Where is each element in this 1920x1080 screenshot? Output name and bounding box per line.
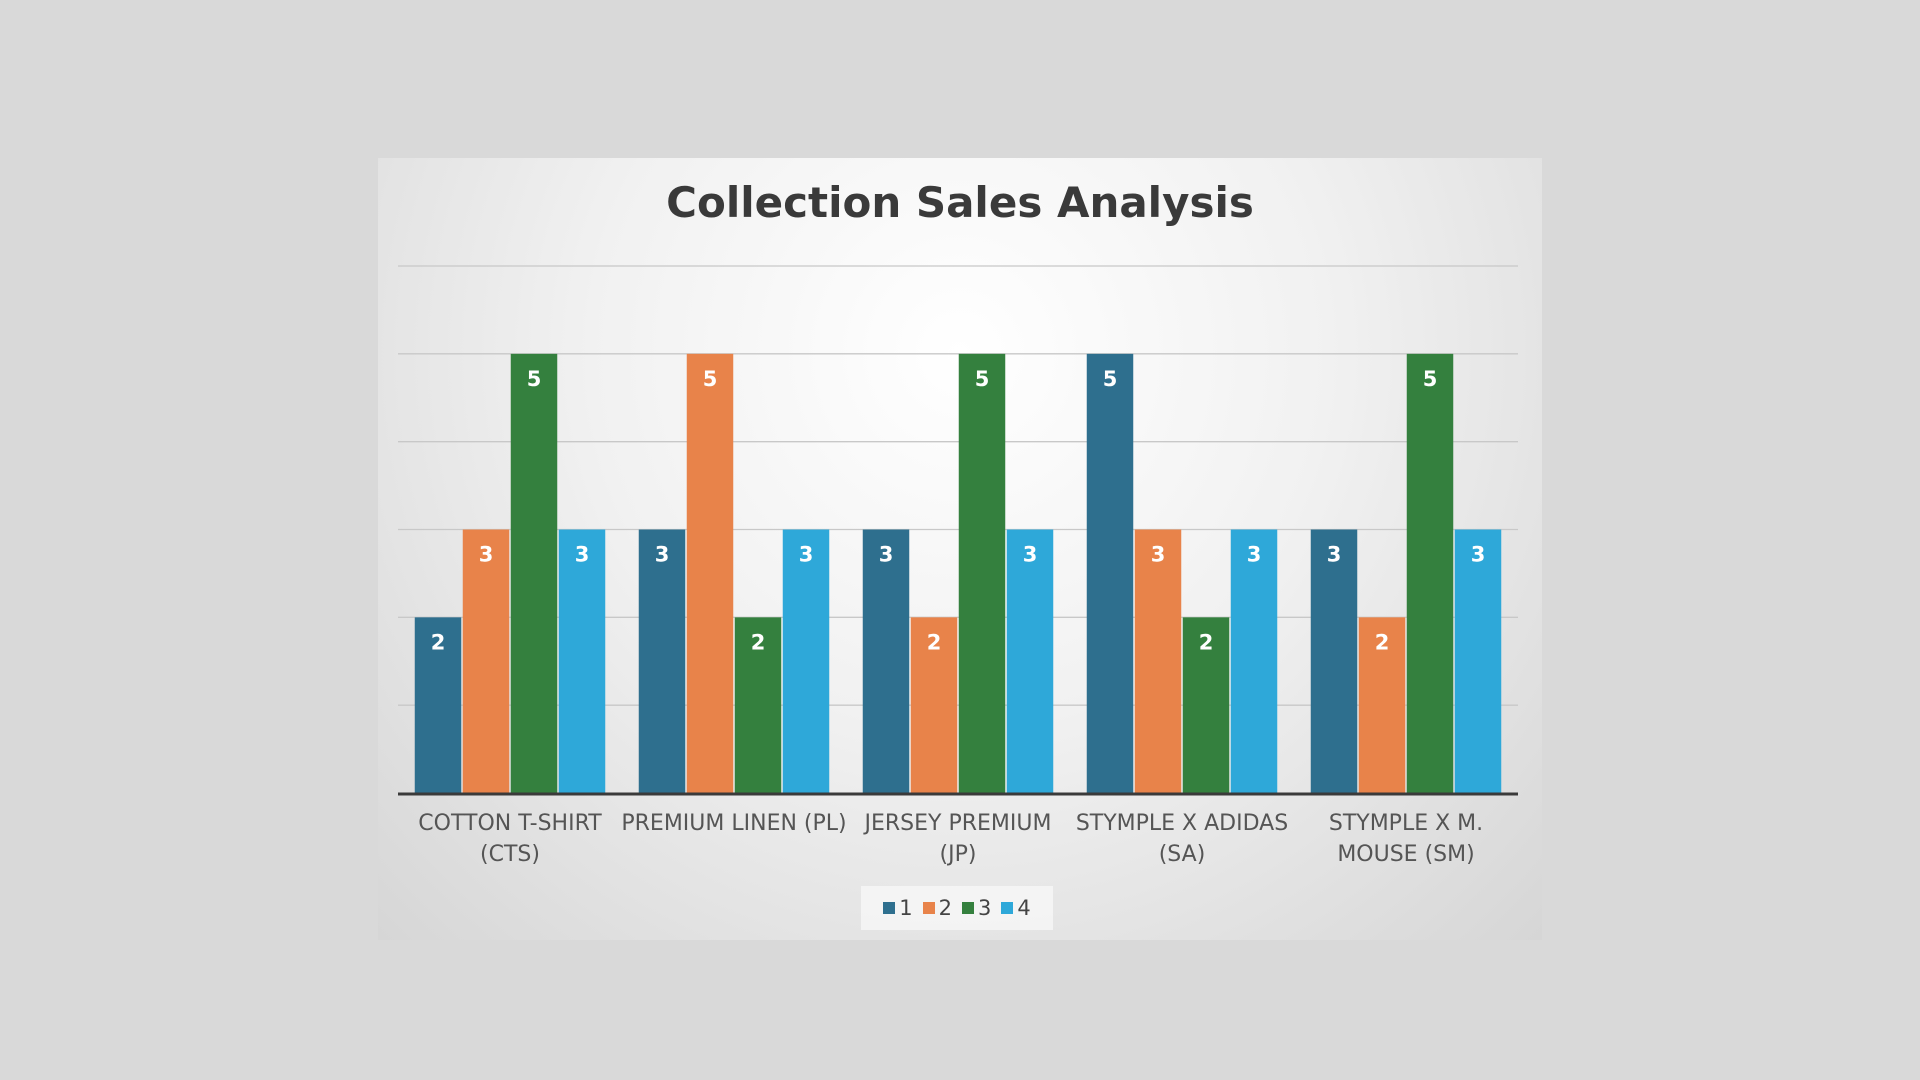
data-label: 2 [1375, 630, 1390, 654]
data-label: 5 [527, 367, 542, 391]
bar-2-cat-1 [686, 353, 734, 793]
data-label: 5 [975, 367, 990, 391]
bar-3-cat-3 [1182, 617, 1230, 793]
bar-1-cat-2 [862, 529, 910, 793]
bar-2-cat-3 [1134, 529, 1182, 793]
x-tick-label: COTTON T-SHIRT (CTS) [418, 811, 602, 867]
data-label: 3 [1151, 543, 1166, 567]
data-label: 3 [1247, 543, 1262, 567]
legend-label: 3 [978, 896, 992, 920]
chart-panel: Collection Sales Analysis 2 3 5 3 COTTON T-S… [378, 158, 1542, 940]
chart-legend: 1 2 3 4 [861, 886, 1053, 930]
data-label: 3 [1023, 543, 1038, 567]
legend-item-1: 1 [883, 896, 913, 920]
bar-3-cat-1 [734, 617, 782, 793]
x-tick-label: STYMPLE X M. MOUSE (SM) [1329, 811, 1483, 867]
data-label: 5 [1103, 367, 1118, 391]
bar-2-cat-2 [910, 617, 958, 793]
bar-3-cat-2 [958, 353, 1006, 793]
legend-swatch [922, 902, 935, 914]
legend-swatch [962, 902, 974, 914]
data-label: 3 [879, 543, 894, 567]
bar-2-cat-0 [462, 529, 510, 793]
data-label: 2 [431, 630, 446, 654]
data-label: 3 [1327, 543, 1342, 567]
bar-1-cat-0 [414, 617, 462, 793]
bar-4-cat-1 [782, 529, 830, 793]
legend-item-2: 2 [922, 896, 952, 920]
legend-label: 2 [938, 896, 952, 920]
data-label: 2 [1199, 630, 1214, 654]
legend-item-3: 3 [962, 896, 991, 920]
plot-area: 2 3 5 3 COTTON T-SHIRT (CTS) 3 5 2 3 PREMIUM LINEN… [398, 265, 1518, 867]
data-label: 3 [655, 543, 670, 567]
x-tick-label: STYMPLE X ADIDAS (SA) [1076, 811, 1288, 867]
x-tick-label: PREMIUM LINEN (PL) [621, 811, 846, 836]
data-label: 2 [927, 630, 942, 654]
legend-label: 4 [1017, 896, 1031, 920]
legend-swatch [883, 902, 896, 914]
data-label: 2 [751, 630, 766, 654]
data-label: 3 [479, 543, 494, 567]
bar-4-cat-3 [1230, 529, 1278, 793]
bar-4-cat-2 [1006, 529, 1054, 793]
bar-2-cat-4 [1358, 617, 1406, 793]
bar-3-cat-4 [1406, 353, 1454, 793]
x-tick-label: JERSEY PREMIUM (JP) [863, 811, 1052, 867]
bar-1-cat-4 [1310, 529, 1358, 793]
data-label: 3 [1471, 543, 1486, 567]
legend-item-4: 4 [1001, 896, 1031, 920]
bar-1-cat-1 [638, 529, 686, 793]
legend-label: 1 [899, 896, 913, 920]
bar-4-cat-0 [558, 529, 606, 793]
bar-1-cat-3 [1086, 353, 1134, 793]
bar-3-cat-0 [510, 353, 558, 793]
data-label: 3 [799, 543, 814, 567]
chart-title: Collection Sales Analysis [666, 178, 1254, 227]
data-label: 5 [1423, 367, 1438, 391]
bar-4-cat-4 [1454, 529, 1502, 793]
data-label: 5 [703, 367, 718, 391]
data-label: 3 [575, 543, 590, 567]
legend-swatch [1001, 902, 1014, 914]
